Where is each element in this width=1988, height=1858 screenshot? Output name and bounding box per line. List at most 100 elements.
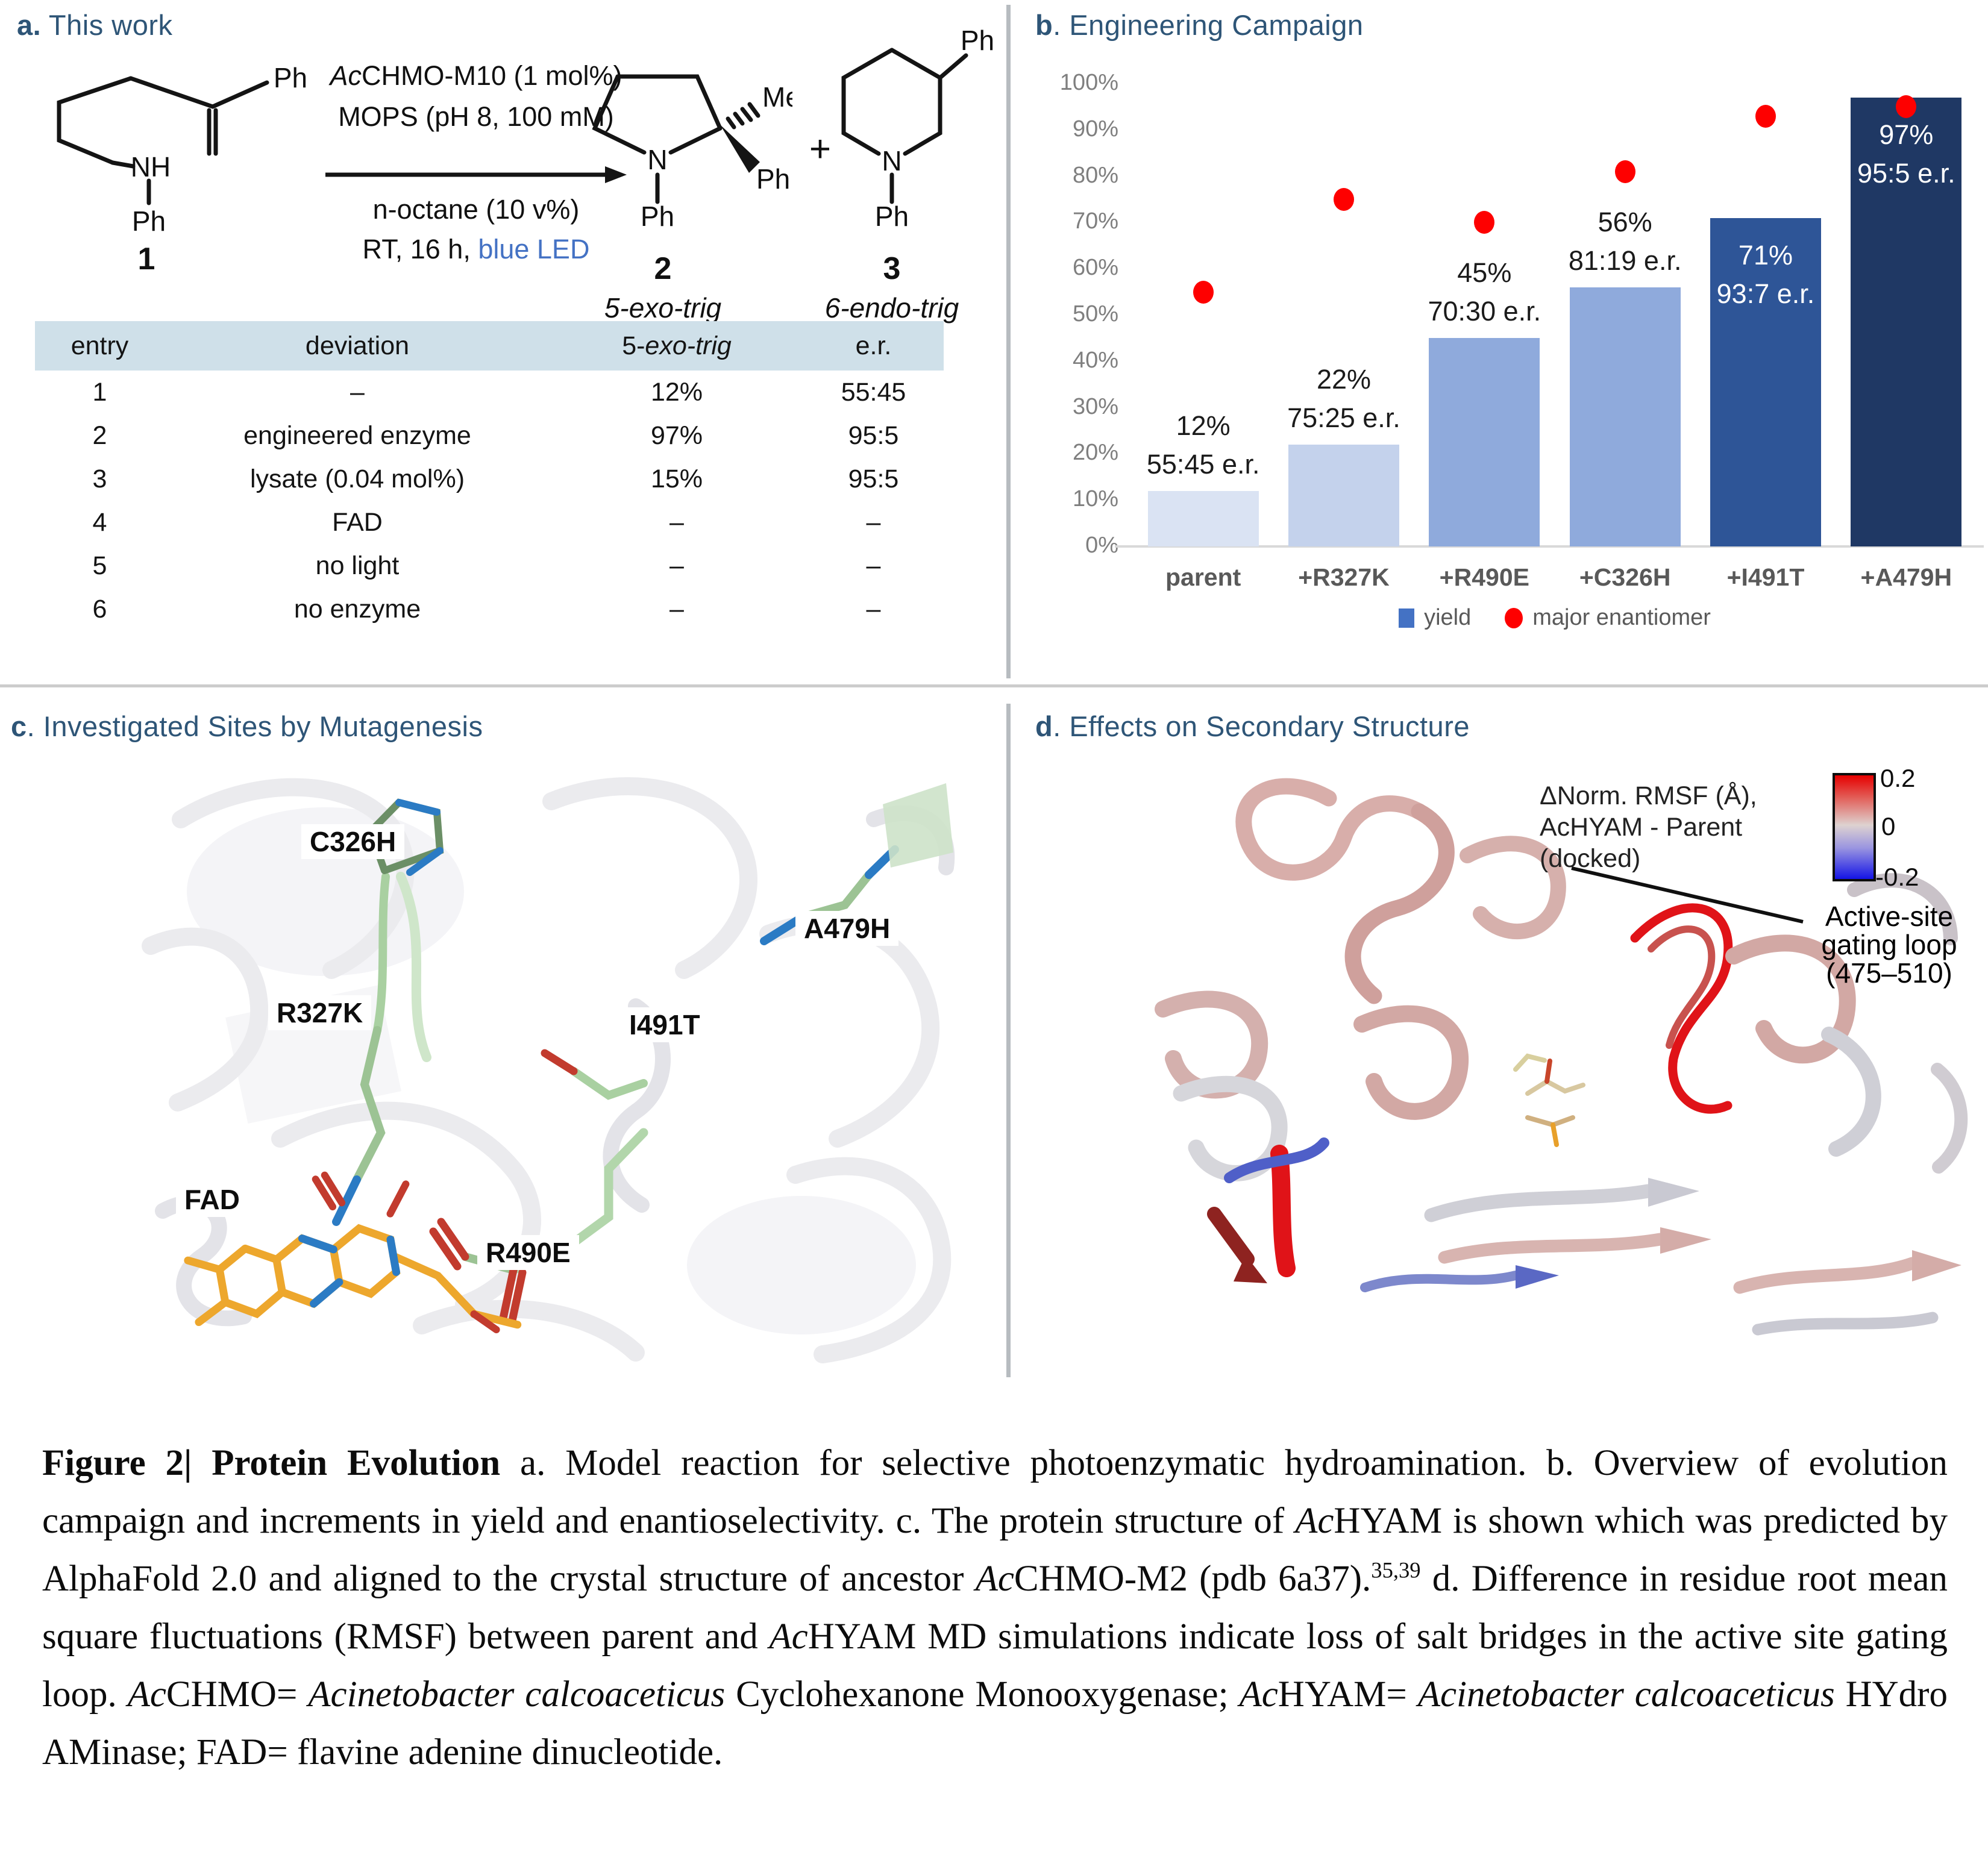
panel-a-letter: a. (17, 9, 42, 41)
major-enantiomer-dot (1193, 280, 1214, 304)
residue-label-c326h: C326H (301, 824, 405, 859)
rmsf-legend-line1: ΔNorm. RMSF (Å), (1540, 781, 1757, 810)
chart-column-parent: 12% 55:45 e.r. parent (1133, 84, 1273, 591)
annotation-line-1: Active-site (1825, 901, 1954, 932)
yield-bar (1429, 338, 1540, 546)
x-axis-label: +R490E (1439, 563, 1529, 591)
x-axis-label: parent (1165, 563, 1241, 591)
x-axis-label: +I491T (1726, 563, 1805, 591)
table-row: 2 engineered enzyme 97% 95:5 (92, 421, 899, 450)
caption-segment: HYAM MD simulations indicate loss of sal… (42, 1616, 1948, 1715)
caption-segment: a. Model reaction for selective photoenz… (42, 1443, 1948, 1541)
yield-bar (1710, 217, 1821, 546)
conditions-ac-italic: Ac (330, 60, 362, 91)
y-axis-tick: 70% (1072, 208, 1118, 234)
divider-c-d (1006, 704, 1011, 1377)
gating-loop-annotation: Active-site gating loop (475–510) (1799, 902, 1980, 987)
compound-3-number: 3 (883, 251, 901, 286)
residue-label-i491t: I491T (621, 1007, 709, 1042)
x-axis-label: +A479H (1860, 563, 1952, 591)
caption-segment: CHMO-M2 (pdb 6a37). (1014, 1559, 1372, 1599)
caption-segment: Ac (769, 1616, 808, 1657)
colorbar-mid-label: 0 (1881, 812, 1896, 840)
residue-label-a479h: A479H (795, 911, 899, 946)
fad-label: FAD (176, 1182, 248, 1217)
rmsf-colorbar-legend: ΔNorm. RMSF (Å), AcHYAM - Parent (docked… (1540, 780, 1829, 874)
bar-value-label: 22% 75:25 e.r. (1287, 364, 1400, 434)
deviation-table: entry deviation 5-exo-trig e.r. 1–12% 55:… (35, 321, 944, 631)
bar-value-label: 71% 93:7 e.r. (1716, 239, 1815, 309)
table-row: 5 no light – – (92, 551, 881, 580)
bar-value-label: 12% 55:45 e.r. (1146, 410, 1260, 480)
product3-nph-label: Ph (875, 201, 909, 232)
major-enantiomer-dot (1474, 211, 1495, 234)
y-axis-tick: 90% (1072, 116, 1118, 142)
panel-b-title-text: . Engineering Campaign (1053, 9, 1364, 41)
residue-label-r490e: R490E (477, 1235, 579, 1270)
panel-c-letter: c (11, 710, 27, 742)
divider-a-b (1006, 5, 1011, 678)
caption-segment: Ac (1239, 1674, 1278, 1715)
chart-legend: yield major enantiomer (1133, 605, 1977, 631)
panel-b-letter: b (1035, 9, 1053, 41)
residue-label-r327k: R327K (268, 995, 372, 1030)
conditions-blue-led: blue LED (478, 234, 590, 264)
product2-me-label: Me (762, 81, 792, 113)
plus-sign: + (809, 128, 832, 170)
caption-segment: Ac (1295, 1501, 1334, 1541)
y-axis-tick: 20% (1072, 440, 1118, 466)
table-header-row: entry deviation 5-exo-trig e.r. (35, 321, 944, 371)
colorbar-min-label: -0.2 (1875, 863, 1919, 891)
panel-d-title-text: . Effects on Secondary Structure (1053, 710, 1470, 742)
enantiomer-legend-label: major enantiomer (1532, 605, 1711, 630)
col-5-exo-trig: 5-exo-trig (622, 331, 732, 360)
substrate-1-structure: NH Ph Ph 1 (57, 62, 307, 277)
y-axis-tick: 40% (1072, 347, 1118, 373)
reaction-arrow (325, 166, 627, 183)
substrate-nph-label: Ph (132, 205, 166, 237)
table-row: 4 FAD – – (92, 507, 881, 537)
product3-cph-label: Ph (961, 25, 994, 56)
panel-b-title: b. Engineering Campaign (1035, 8, 1363, 42)
product2-cph-label: Ph (756, 163, 790, 195)
conditions-enzyme: CHMO-M10 (1 mol%) (361, 60, 622, 91)
protein-structure-c-image (142, 777, 955, 1363)
conditions-rt: RT, 16 h, (362, 234, 478, 264)
panel-c-title: c. Investigated Sites by Mutagenesis (11, 710, 483, 743)
chart-column-+C326H: 56% 81:19 e.r. +C326H (1555, 84, 1695, 591)
compound-2-number: 2 (654, 251, 672, 286)
fad-sticks (184, 1171, 522, 1334)
y-axis: 100% 90% 80% 70% 60% 50% 40% 30% 20% 10% 0% (1018, 70, 1122, 558)
conditions-line-1: AcCHMO-M10 (1 mol%) (319, 60, 633, 92)
table-row: 1–12% 55:45 (92, 377, 906, 407)
yield-bar (1288, 445, 1399, 546)
caption-segment: HYAM= (1278, 1674, 1418, 1715)
caption-segment: Figure 2| Protein Evolution (42, 1443, 501, 1483)
y-axis-tick: 50% (1072, 301, 1118, 327)
annotation-line-3: (475–510) (1826, 957, 1952, 989)
yield-legend-label: yield (1424, 605, 1472, 630)
panel-c-title-text: . Investigated Sites by Mutagenesis (27, 710, 483, 742)
plot-area: 12% 55:45 e.r. parent 22% 75:25 e.r. +R327K 45… (1115, 84, 1984, 591)
product3-n-label: N (882, 145, 901, 177)
chart-column-+R327K: 22% 75:25 e.r. +R327K (1273, 84, 1414, 591)
bar-value-label: 97% 95:5 e.r. (1857, 119, 1955, 189)
product2-nph-label: Ph (641, 201, 674, 232)
x-axis-label: +C326H (1579, 563, 1671, 591)
chart-column-+A479H: 97% 95:5 e.r. +A479H (1836, 84, 1977, 591)
y-axis-tick: 0% (1085, 533, 1118, 558)
caption-segment: d. Difference in residue root mean squar… (42, 1559, 1948, 1657)
caption-segment: HYAM is shown which was predicted by Alp… (42, 1501, 1948, 1599)
product-2-structure: N Ph Me Ph 2 5-exo-trig (592, 74, 792, 322)
major-enantiomer-dot (1896, 95, 1917, 119)
caption-segment: Acinetobacter calcoaceticus (1417, 1674, 1835, 1715)
panel-a-title-text: This work (41, 9, 173, 41)
panel-a-title: a. This work (17, 8, 173, 42)
gating-loop-pointer-line (1571, 866, 1804, 924)
bold-wedge (720, 125, 760, 173)
y-axis-tick: 80% (1072, 162, 1118, 188)
colorbar-max-label: 0.2 (1880, 764, 1916, 792)
product2-n-label: N (647, 144, 667, 175)
figure-caption: Figure 2| Protein Evolution a. Model rea… (42, 1434, 1948, 1781)
